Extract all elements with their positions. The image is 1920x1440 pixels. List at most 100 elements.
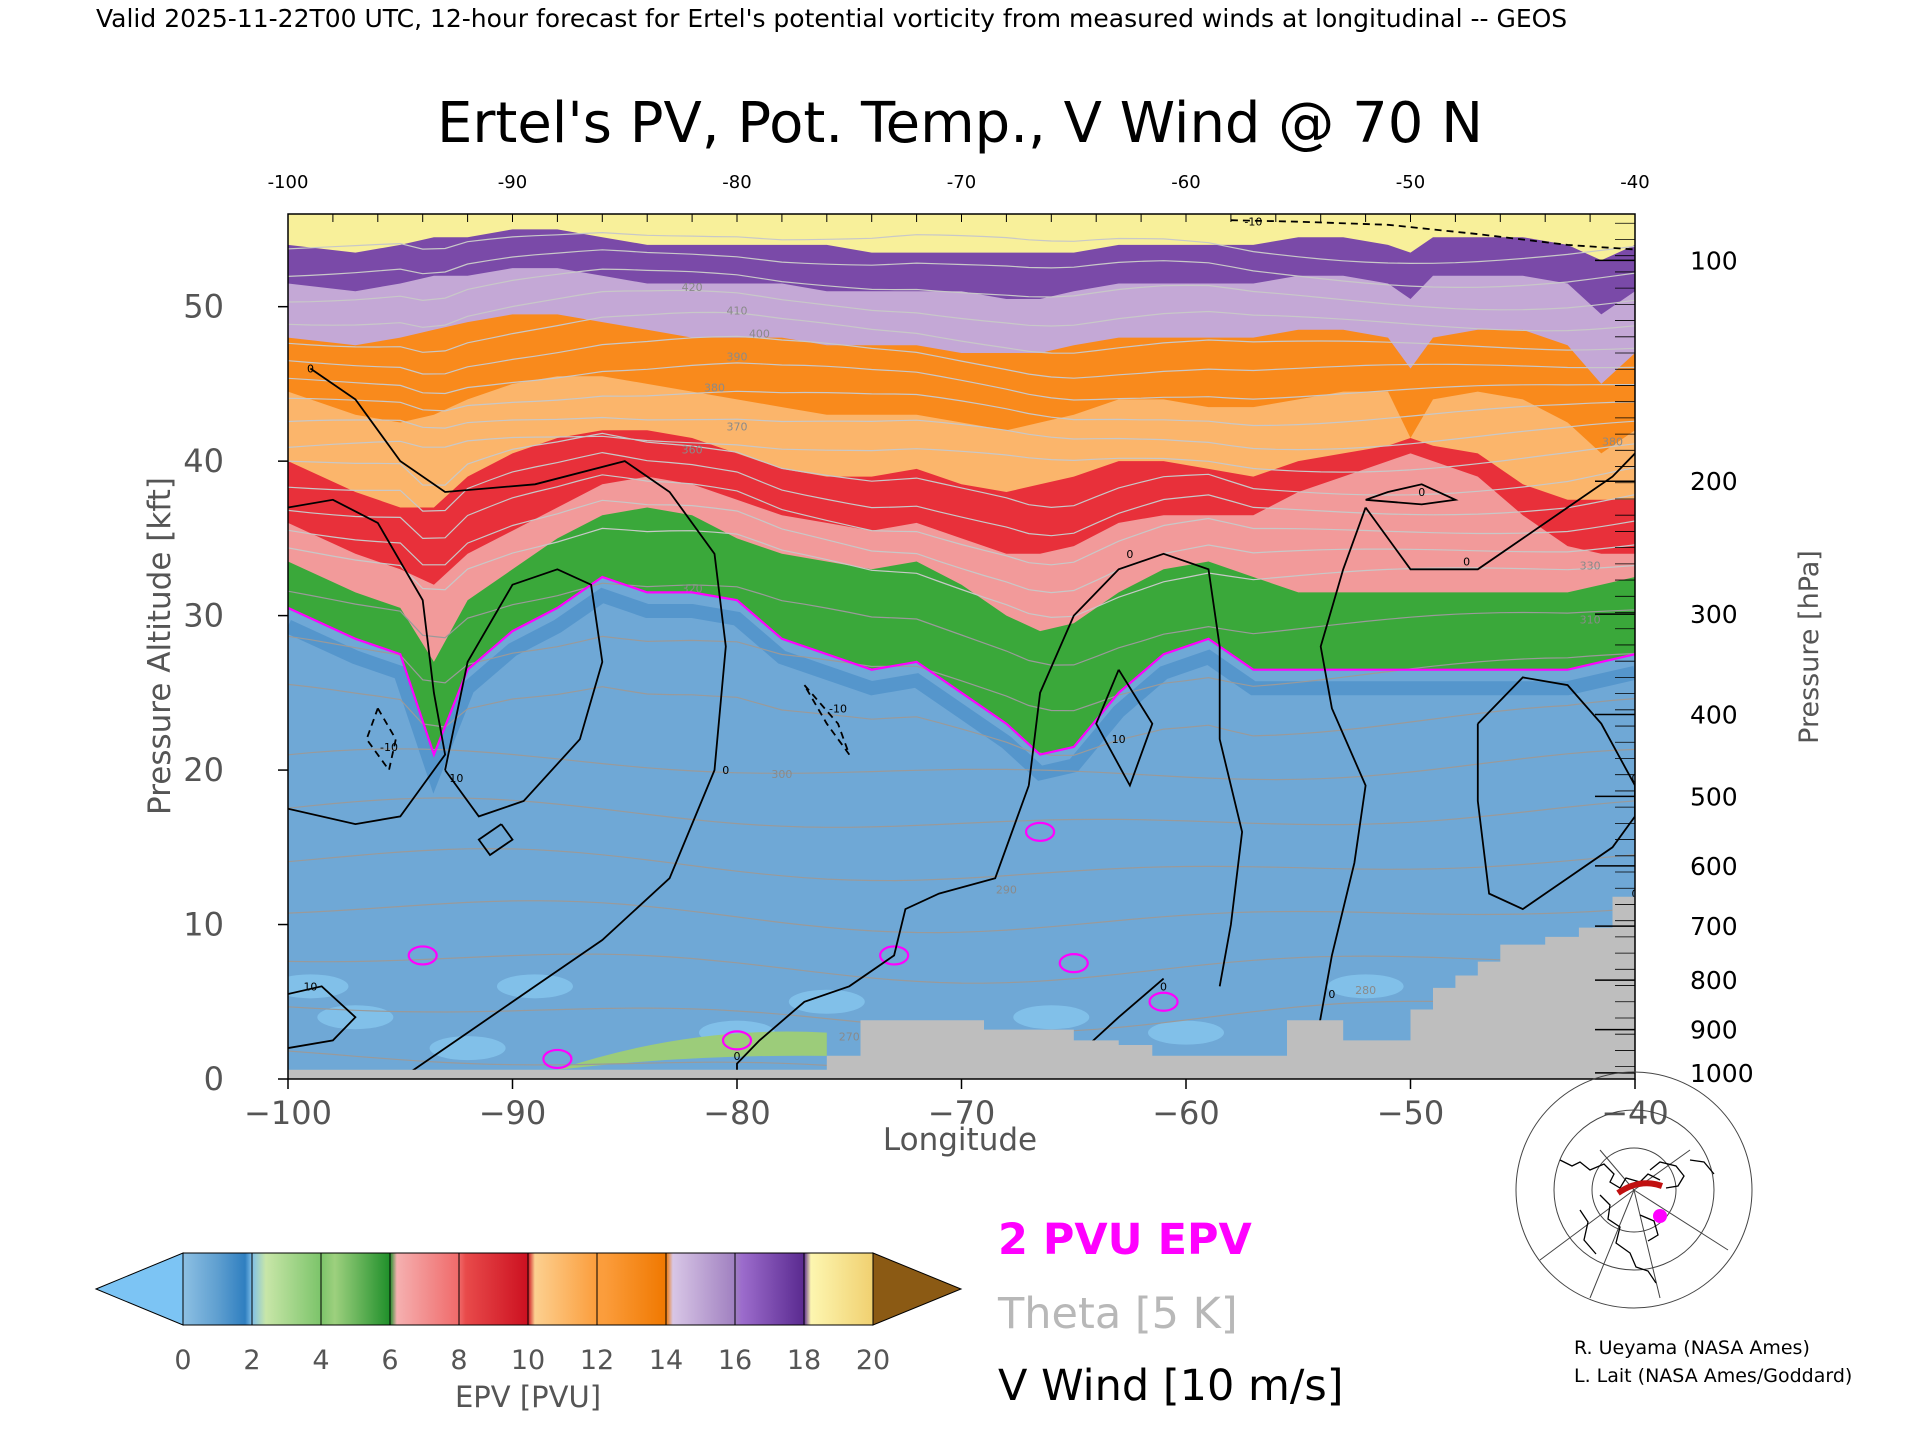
theta-contour — [288, 499, 1635, 594]
pressure-tick-label: 400 — [1690, 700, 1738, 729]
pv2-closed-contour — [407, 945, 438, 966]
theta-label: 280 — [1355, 984, 1376, 997]
x-top-tick-label: -80 — [722, 172, 751, 193]
theta-contour — [288, 268, 1635, 311]
pressure-tick-label: 100 — [1690, 246, 1738, 275]
theta-label: 420 — [682, 281, 703, 294]
vwind-label: 0 — [1160, 980, 1167, 993]
pv2-closed-contour — [1058, 953, 1089, 974]
low-pv-patch — [1013, 1005, 1090, 1030]
vwind-contour — [1308, 507, 1367, 1079]
x-top-tick-label: -50 — [1396, 172, 1425, 193]
y-tick-label: 0 — [204, 1060, 224, 1098]
y-tick-label: 20 — [183, 751, 224, 789]
x-top-tick-label: -90 — [498, 172, 527, 193]
pressure-tick-label: 200 — [1690, 467, 1738, 496]
theta-contour — [288, 249, 1635, 289]
pv2-closed-contour — [542, 1048, 573, 1070]
legend-theta: Theta [5 K] — [997, 1289, 1238, 1339]
colorbar-tick-label: 0 — [174, 1345, 191, 1376]
pressure-tick-label: 900 — [1690, 1016, 1738, 1045]
colorbar-tick-label: 2 — [243, 1345, 260, 1376]
vwind-contour — [736, 785, 1030, 1079]
vwind-negative-contour — [1230, 219, 1635, 251]
vwind-negative-contour — [803, 684, 851, 756]
vwind-label: 0 — [307, 362, 314, 375]
vwind-label: 0 — [1463, 556, 1470, 569]
theta-contour — [288, 231, 1635, 265]
terrain-fill — [288, 896, 1635, 1079]
terrain-mask — [288, 896, 1635, 1079]
chart-title: Ertel's PV, Pot. Temp., V Wind @ 70 N — [437, 91, 1483, 156]
vwind-contour — [288, 985, 357, 1049]
theta-label: 300 — [771, 768, 792, 781]
vwind-label: -10 — [829, 702, 847, 715]
plot-area: 3203303103002902802703703803904004104203… — [287, 213, 1639, 1080]
y-tick-label: 40 — [183, 442, 224, 480]
x-tick-label: −90 — [479, 1094, 547, 1132]
colorbar-tick-label: 6 — [381, 1345, 398, 1376]
pressure-axis: 100 200 300 400 500 600 700 800 900 1000 — [1595, 222, 1754, 1088]
x-axis-top: -100 -90 -80 -70 -60 -50 -40 — [268, 172, 1650, 193]
pv2-closed-contour — [721, 1030, 753, 1051]
map-location-marker — [1653, 1209, 1667, 1223]
pressure-tick-label: 600 — [1690, 852, 1738, 881]
vwind-contour — [288, 498, 447, 826]
map-coastlines — [1559, 1159, 1715, 1284]
theta-contour — [288, 474, 1635, 566]
vwind-contour — [309, 367, 727, 1079]
theta-label: 410 — [727, 304, 748, 317]
colorbar-under-arrow — [94, 1252, 184, 1326]
vwind-contour — [1476, 676, 1635, 911]
colorbar-tick-label: 18 — [787, 1345, 821, 1376]
colorbar-over-arrow — [872, 1252, 963, 1326]
theta-contour — [288, 683, 1635, 756]
colorbar-dividers — [251, 1253, 805, 1325]
x-tick-label: −80 — [703, 1094, 771, 1132]
theta-label: 360 — [682, 443, 703, 456]
vwind-label: -10 — [1244, 216, 1262, 229]
x-tick-label: −100 — [244, 1094, 332, 1132]
pressure-tick-label: 800 — [1690, 966, 1738, 995]
vwind-label: 0 — [734, 1050, 741, 1063]
theta-label: 270 — [839, 1030, 860, 1043]
x-axis: −100 −90 −80 −70 −60 −50 −40 — [244, 214, 1669, 1132]
map-section-line — [1616, 1180, 1664, 1196]
y-axis: 0 10 20 30 40 50 — [183, 288, 288, 1098]
colorbar-tick-label: 10 — [511, 1345, 545, 1376]
theta-contour — [288, 847, 1635, 882]
credit-line-2: L. Lait (NASA Ames/Goddard) — [1574, 1365, 1852, 1387]
low-pv-patch — [1148, 1020, 1224, 1045]
low-pv-patch — [1327, 974, 1404, 999]
colorbar: 0 2 4 6 8 10 12 14 16 18 20 EPV [PVU] — [94, 1252, 963, 1414]
theta-label: 380 — [1602, 436, 1623, 449]
vwind-label: 0 — [1328, 988, 1335, 1001]
theta-contour — [288, 335, 1635, 379]
low-pv-patch — [788, 989, 865, 1014]
credit-line-1: R. Ueyama (NASA Ames) — [1574, 1337, 1810, 1359]
y-tick-label: 30 — [183, 597, 224, 635]
theta-contour — [288, 435, 1635, 473]
theta-contour — [288, 451, 1635, 537]
colorbar-tick-label: 14 — [649, 1345, 683, 1376]
theta-label: 390 — [727, 351, 748, 364]
theta-label: 380 — [704, 382, 725, 395]
vwind-label: 10 — [1112, 733, 1126, 746]
pv2-closed-contour — [879, 945, 910, 966]
y-axis-label: Pressure Altitude [kft] — [142, 477, 178, 815]
vwind-label: 0 — [1126, 548, 1133, 561]
map-graticule — [1515, 1071, 1753, 1309]
x-tick-label: −50 — [1377, 1094, 1445, 1132]
pv-band-0-2 — [288, 577, 1635, 1079]
theta-contour — [288, 432, 1635, 509]
vwind-label: 0 — [1632, 772, 1639, 785]
pressure-tick-label: 300 — [1690, 600, 1738, 629]
theta-contour — [288, 748, 1635, 781]
vwind-contour — [1364, 452, 1635, 571]
colorbar-label: EPV [PVU] — [455, 1380, 601, 1414]
map-frame — [1537, 1150, 1731, 1298]
colorbar-tick-label: 20 — [856, 1345, 890, 1376]
theta-label: 290 — [996, 884, 1017, 897]
colorbar-tick-label: 8 — [450, 1345, 467, 1376]
